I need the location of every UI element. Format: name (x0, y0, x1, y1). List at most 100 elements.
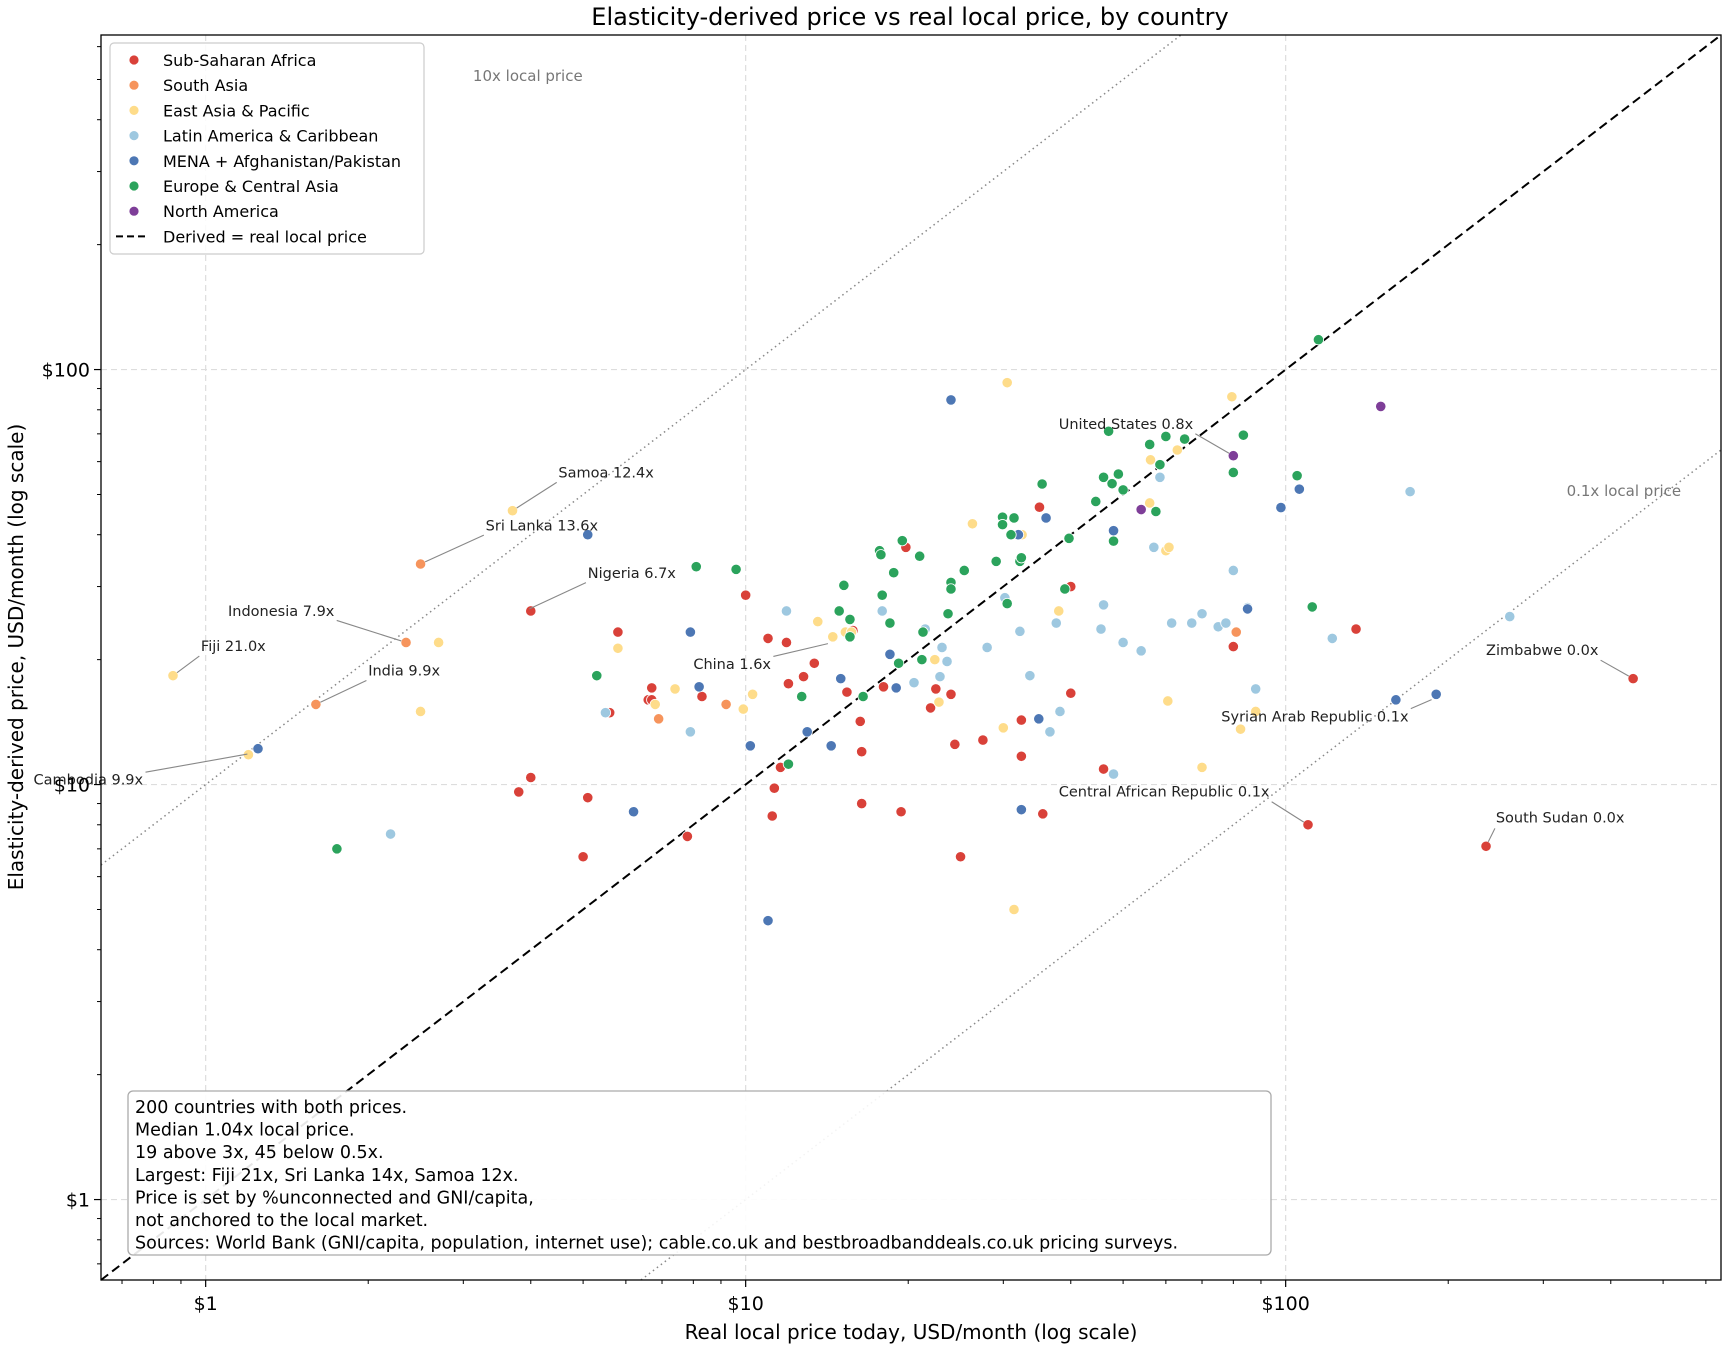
data-point (681, 830, 693, 843)
data-point (990, 555, 1002, 567)
annotation-leader-line (1195, 433, 1230, 454)
data-point (1106, 478, 1118, 490)
data-point (780, 636, 793, 649)
data-point (1112, 468, 1124, 480)
data-point (1350, 623, 1362, 635)
data-point (1144, 497, 1156, 509)
legend-entry-label: Europe & Central Asia (163, 177, 339, 196)
data-point (384, 828, 397, 840)
data-point (896, 535, 908, 547)
data-point (1144, 438, 1156, 451)
point-annotation: China 1.6x (693, 657, 771, 673)
note-line: Sources: World Bank (GNI/capita, populat… (135, 1234, 1178, 1254)
data-point (945, 394, 957, 406)
data-point (1148, 541, 1160, 553)
point-annotation: Cambodia 9.9x (34, 773, 144, 789)
legend-entry-label: North America (163, 202, 279, 221)
data-point (930, 683, 942, 695)
annotation-leader-line (773, 643, 829, 657)
data-point (876, 589, 888, 601)
reference-line-10x (100, 34, 1182, 866)
y-tick-label: $1 (66, 1190, 90, 1212)
annotation-leader-line (1600, 659, 1630, 677)
axis-ticks: $1 $10 $100 $1 $10 $100 (42, 46, 1707, 1315)
note-line: 200 countries with both prices. (135, 1098, 407, 1118)
legend-entry-label: Latin America & Caribbean (163, 127, 378, 146)
data-point (1036, 478, 1048, 490)
data-point (966, 518, 979, 530)
data-point (1326, 632, 1338, 645)
chart-title: Elasticity-derived price vs real local p… (591, 3, 1228, 31)
data-point (1008, 903, 1020, 916)
data-point (916, 654, 928, 666)
data-point (934, 671, 946, 683)
data-point (977, 734, 989, 746)
data-point (827, 631, 839, 643)
data-point (908, 677, 920, 689)
data-point (1234, 723, 1247, 735)
data-point (513, 786, 525, 798)
data-point (945, 583, 957, 595)
data-point (914, 550, 926, 562)
x-tick-label: $100 (1261, 1293, 1309, 1315)
data-point (591, 670, 603, 682)
data-point (835, 673, 847, 685)
data-point (782, 678, 795, 690)
data-point (924, 702, 937, 714)
annotation-leader-line (424, 534, 485, 563)
data-point (1291, 470, 1303, 482)
legend-entry-label: MENA + Afghanistan/Pakistan (163, 152, 401, 171)
data-point (780, 605, 793, 617)
note-line: Price is set by %unconnected and GNI/cap… (135, 1188, 534, 1208)
annotation-leader-line (1410, 699, 1432, 710)
data-point (1154, 471, 1166, 483)
data-point (884, 617, 896, 629)
legend-box (109, 42, 425, 255)
data-point (1226, 391, 1238, 403)
data-point (838, 579, 850, 591)
data-point (1008, 512, 1020, 524)
data-point (942, 608, 954, 620)
legend-marker (128, 105, 140, 116)
reference-line-label: 0.1x local price (1567, 482, 1682, 500)
annotation-leader-line (516, 481, 558, 509)
data-point (252, 743, 264, 755)
data-point (808, 657, 820, 669)
summary-note-box: 200 countries with both prices. Median 1.… (127, 1090, 1272, 1256)
data-point (1107, 535, 1120, 547)
data-point (876, 605, 888, 617)
data-point (895, 806, 907, 818)
data-points (167, 334, 1639, 927)
data-point (833, 605, 845, 617)
data-point (766, 810, 778, 822)
legend-entry-label: South Asia (163, 76, 248, 95)
data-point (936, 641, 948, 654)
data-point (577, 851, 589, 863)
annotation-leader-line (176, 655, 200, 674)
data-point (582, 529, 594, 541)
legend-entry-label: East Asia & Pacific (163, 101, 310, 120)
data-point (1001, 377, 1013, 389)
data-point (1044, 726, 1056, 738)
annotation-leader-line (1487, 828, 1496, 843)
data-point (1275, 501, 1287, 514)
y-tick-label: $100 (42, 360, 90, 382)
data-point (730, 563, 742, 575)
data-point (825, 740, 837, 752)
legend-entry-label: Derived = real local price (163, 227, 367, 246)
data-point (310, 698, 322, 711)
data-point (1117, 636, 1129, 649)
data-point (1306, 601, 1318, 613)
data-point (1293, 483, 1305, 495)
data-point (929, 654, 941, 666)
legend: Sub-Saharan Africa South Asia East Asia & … (109, 42, 425, 255)
identity-line (100, 34, 1722, 1281)
data-point (1196, 608, 1208, 620)
data-point (1166, 617, 1178, 629)
data-point (627, 806, 640, 818)
data-point (1430, 688, 1442, 700)
point-annotation: United States 0.8x (1059, 417, 1194, 433)
data-point (1102, 425, 1115, 437)
data-point (1237, 429, 1249, 441)
